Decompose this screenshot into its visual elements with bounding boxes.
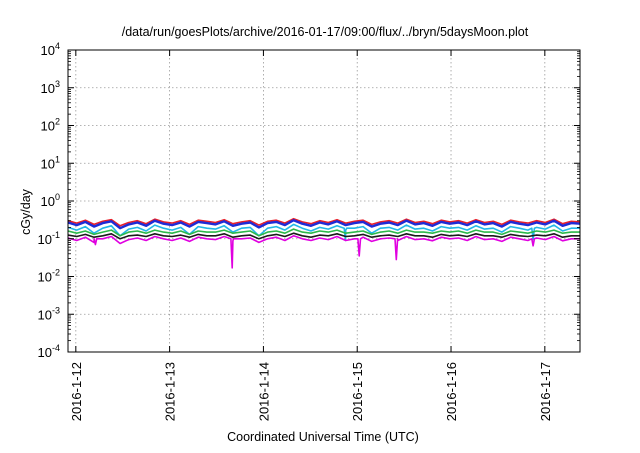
- x-tick-label: 2016-1-13: [163, 362, 178, 421]
- y-tick-label-base: 10: [41, 194, 55, 209]
- y-tick-label: 102: [41, 117, 60, 134]
- x-tick-label: 2016-1-15: [350, 362, 365, 421]
- y-tick-label-exponent: 1: [55, 154, 60, 164]
- y-tick-label: 10-4: [38, 343, 60, 360]
- x-tick-label: 2016-1-12: [69, 362, 84, 421]
- x-tick-label: 2016-1-17: [538, 362, 553, 421]
- x-axis-label: Coordinated Universal Time (UTC): [227, 430, 419, 444]
- y-tick-label-exponent: 3: [55, 79, 60, 89]
- y-tick-label-base: 10: [38, 307, 52, 322]
- y-tick-label-base: 10: [38, 270, 52, 285]
- y-tick-label: 104: [41, 41, 60, 58]
- grid: [68, 50, 580, 352]
- y-tick-label: 103: [41, 79, 60, 96]
- chart-title: /data/run/goesPlots/archive/2016-01-17/0…: [122, 25, 529, 39]
- y-tick-label-base: 10: [41, 81, 55, 96]
- x-tick-label: 2016-1-16: [444, 362, 459, 421]
- y-tick-label: 100: [41, 192, 60, 209]
- series-line: [67, 232, 580, 240]
- y-tick-label-exponent: 4: [55, 41, 60, 51]
- y-tick-label-base: 10: [41, 156, 55, 171]
- series-group: [67, 217, 581, 269]
- y-tick-label-exponent: 0: [55, 192, 60, 202]
- series-line: [67, 228, 580, 237]
- y-tick-label: 10-1: [38, 230, 60, 247]
- y-tick-label-base: 10: [41, 43, 55, 58]
- y-tick-label-base: 10: [41, 119, 55, 134]
- y-tick-label: 101: [41, 154, 60, 171]
- y-tick-label-exponent: -4: [52, 343, 60, 353]
- y-tick-label-exponent: -2: [52, 268, 60, 278]
- series-line: [67, 218, 581, 230]
- y-tick-label-exponent: 2: [55, 117, 60, 127]
- y-tick-label: 10-2: [38, 268, 60, 285]
- y-axis-label: cGy/day: [19, 188, 33, 235]
- y-tick-label-exponent: -1: [52, 230, 60, 240]
- series-line: [67, 217, 581, 227]
- series-line: [67, 223, 580, 242]
- series-line: [67, 235, 580, 269]
- y-tick-label-exponent: -3: [52, 305, 60, 315]
- y-tick-label-base: 10: [38, 345, 52, 360]
- x-tick-label: 2016-1-14: [256, 362, 271, 421]
- y-tick-label: 10-3: [38, 305, 60, 322]
- x-axis-ticks: 2016-1-12 2016-1-13 2016-1-14 2016-1-15 2016…: [69, 50, 553, 421]
- y-tick-label-base: 10: [38, 232, 52, 247]
